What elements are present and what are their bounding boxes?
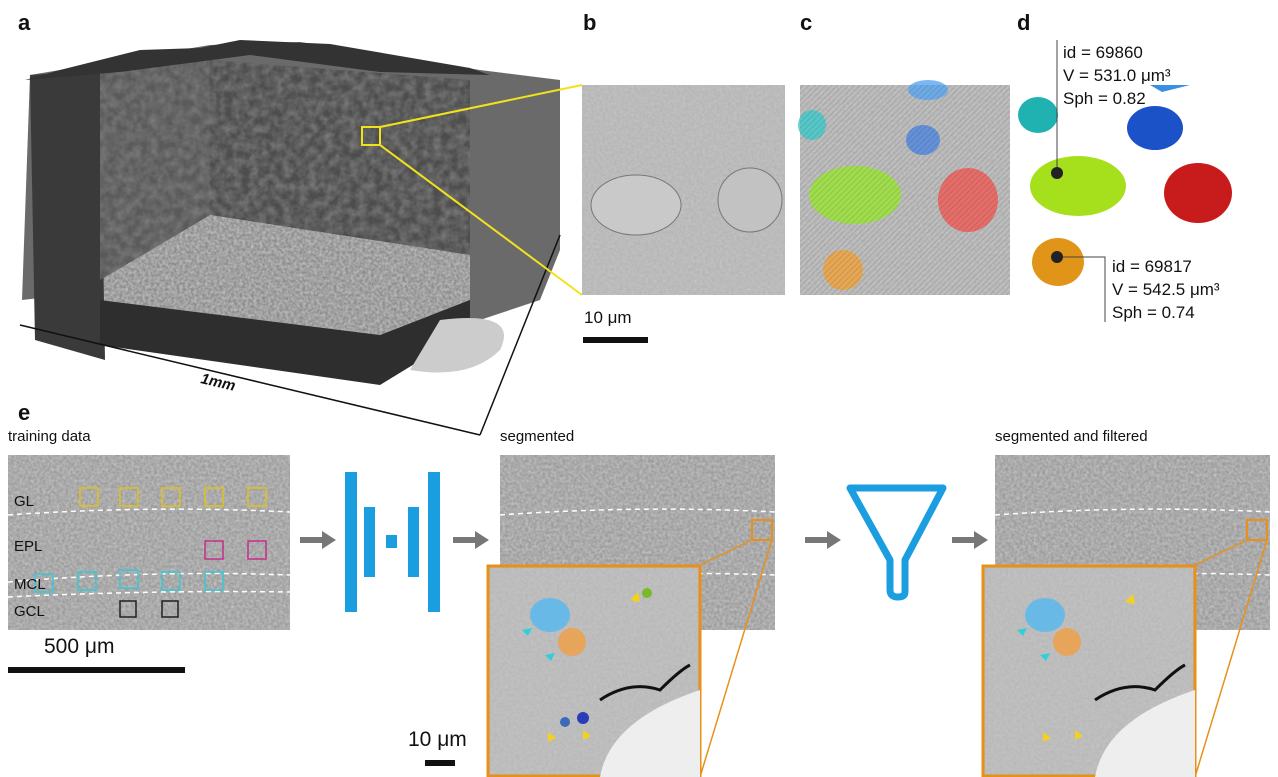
scale-bar: [583, 337, 648, 343]
cell-sphericity: Sph = 0.74: [1112, 303, 1195, 322]
layer-label: MCL: [14, 576, 46, 593]
panel-letter: a: [18, 10, 31, 35]
cell-volume: V = 531.0 μm³: [1063, 66, 1171, 85]
cell-renderings: [1018, 85, 1232, 286]
panel-letter: b: [583, 10, 596, 35]
tissue-block: [22, 40, 560, 385]
panel-title: segmented and filtered: [995, 428, 1148, 445]
filtered-slice: [983, 455, 1270, 777]
callout-dot: [1051, 251, 1063, 263]
cell-volume: V = 542.5 μm³: [1112, 280, 1220, 299]
layer-label: EPL: [14, 538, 42, 555]
figure: a 1mm b 10 μm c d: [0, 0, 1278, 777]
layer-label: GL: [14, 493, 34, 510]
panel-letter: e: [18, 400, 30, 425]
cell-id: id = 69817: [1112, 257, 1192, 276]
panel-title: segmented: [500, 428, 574, 445]
segmented-image: [798, 80, 1010, 295]
cell-sphericity: Sph = 0.82: [1063, 89, 1146, 108]
panel-title: training data: [8, 428, 91, 445]
panel-letter: d: [1017, 10, 1030, 35]
segmented-slice: [488, 455, 775, 777]
em-image: [582, 85, 785, 295]
filter-icon: [850, 488, 943, 597]
scale-label: 10 μm: [408, 728, 467, 751]
panel-letter: c: [800, 10, 812, 35]
scale-bar: [425, 760, 455, 766]
unet-icon: [345, 472, 440, 612]
scale-label: 500 μm: [44, 635, 114, 658]
scale-label: 1mm: [199, 370, 237, 394]
training-image: [8, 455, 290, 630]
cell-id: id = 69860: [1063, 43, 1143, 62]
scale-bar: [8, 667, 185, 673]
layer-label: GCL: [14, 603, 45, 620]
callout-dot: [1051, 167, 1063, 179]
scale-label: 10 μm: [584, 308, 632, 327]
